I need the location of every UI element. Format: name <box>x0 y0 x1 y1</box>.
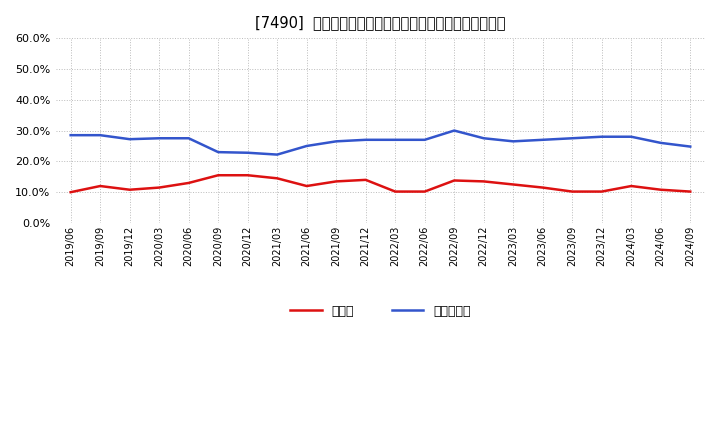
現頃金 <box>598 189 606 194</box>
現頃金 <box>273 176 282 181</box>
有利子負債 <box>66 132 75 138</box>
有利子負債 <box>243 150 252 155</box>
有利子負債 <box>686 144 695 149</box>
現頃金 <box>66 190 75 195</box>
有利子負債 <box>391 137 400 143</box>
有利子負債 <box>273 152 282 157</box>
Line: 有利子負債: 有利子負債 <box>71 131 690 154</box>
有利子負債 <box>96 132 104 138</box>
現頃金 <box>391 189 400 194</box>
Legend: 現頃金, 有利子負債: 現頃金, 有利子負債 <box>285 300 475 323</box>
現頃金 <box>657 187 665 192</box>
有利子負債 <box>598 134 606 139</box>
現頃金 <box>96 183 104 189</box>
現頃金 <box>686 189 695 194</box>
有利子負債 <box>332 139 341 144</box>
有利子負債 <box>450 128 459 133</box>
有利子負債 <box>539 137 547 143</box>
現頃金 <box>568 189 577 194</box>
Line: 現頃金: 現頃金 <box>71 175 690 192</box>
有利子負債 <box>214 150 222 155</box>
現頃金 <box>480 179 488 184</box>
現頃金 <box>332 179 341 184</box>
有利子負債 <box>155 136 163 141</box>
現頃金 <box>509 182 518 187</box>
現頃金 <box>361 177 370 183</box>
有利子負債 <box>125 136 134 142</box>
現頃金 <box>243 172 252 178</box>
現頃金 <box>450 178 459 183</box>
現頃金 <box>125 187 134 192</box>
現頃金 <box>184 180 193 186</box>
有利子負債 <box>184 136 193 141</box>
有利子負債 <box>420 137 429 143</box>
有利子負債 <box>568 136 577 141</box>
現頃金 <box>627 183 636 189</box>
現頃金 <box>420 189 429 194</box>
現頃金 <box>539 185 547 190</box>
現頃金 <box>214 172 222 178</box>
有利子負債 <box>480 136 488 141</box>
有利子負債 <box>361 137 370 143</box>
有利子負債 <box>302 143 311 149</box>
Title: [7490]  現頃金、有利子負債の総資産に対する比率の推移: [7490] 現頃金、有利子負債の総資産に対する比率の推移 <box>255 15 505 30</box>
有利子負債 <box>657 140 665 146</box>
現頃金 <box>155 185 163 190</box>
有利子負債 <box>509 139 518 144</box>
有利子負債 <box>627 134 636 139</box>
現頃金 <box>302 183 311 189</box>
